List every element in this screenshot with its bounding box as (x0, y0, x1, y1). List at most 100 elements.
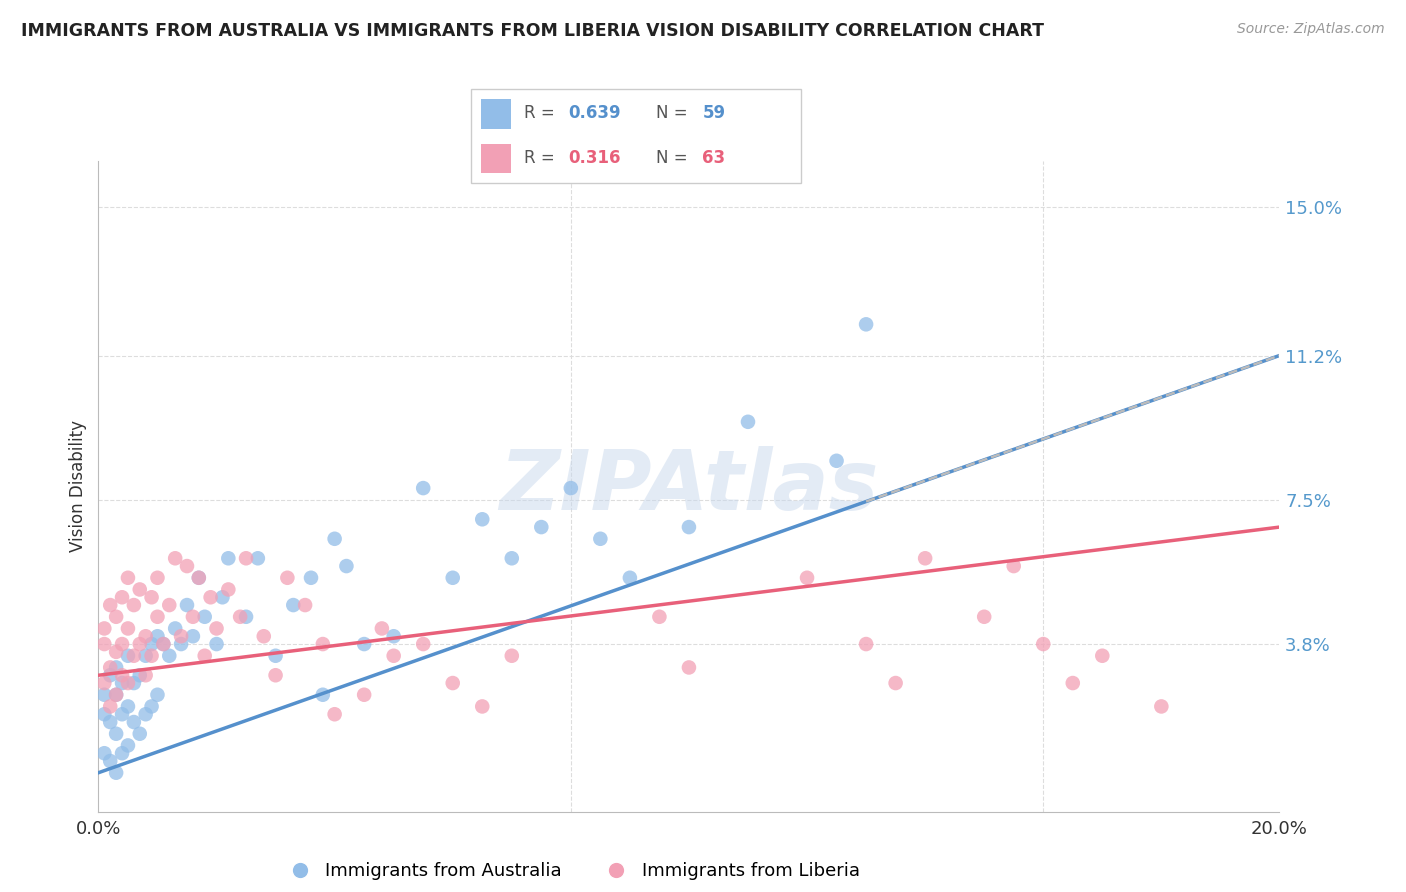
Point (157, 648, 180, 663)
Text: 63: 63 (703, 149, 725, 167)
Point (181, 629, 204, 643)
Point (678, 660, 700, 674)
Point (181, 609, 204, 624)
Point (276, 571, 298, 585)
Point (205, 622, 228, 636)
Point (117, 739, 139, 753)
Point (111, 591, 134, 605)
Text: N =: N = (657, 104, 693, 122)
Point (648, 609, 671, 624)
Point (128, 727, 150, 741)
Point (135, 629, 157, 643)
Point (796, 571, 818, 585)
Point (235, 551, 257, 566)
Point (382, 648, 405, 663)
FancyBboxPatch shape (481, 144, 510, 173)
Point (382, 629, 405, 643)
Point (501, 551, 523, 566)
Point (117, 676, 139, 690)
Point (205, 637, 228, 651)
Point (217, 551, 239, 566)
Point (98, 699, 121, 714)
Point (135, 648, 157, 663)
Point (187, 571, 209, 585)
Point (1150, 699, 1173, 714)
Point (299, 571, 322, 585)
Point (914, 551, 936, 566)
Text: R =: R = (524, 149, 560, 167)
Point (217, 582, 239, 597)
Point (441, 571, 464, 585)
Point (165, 622, 187, 636)
Point (111, 676, 134, 690)
Point (855, 318, 877, 332)
Point (135, 668, 157, 682)
Point (211, 591, 233, 605)
Point (122, 714, 145, 729)
Point (93, 622, 115, 636)
Point (93, 676, 115, 690)
Point (235, 609, 257, 624)
Y-axis label: Vision Disability: Vision Disability (69, 420, 87, 552)
Point (501, 648, 523, 663)
Point (253, 629, 276, 643)
Point (105, 727, 128, 741)
Point (122, 648, 145, 663)
Point (141, 648, 163, 663)
Point (200, 591, 222, 605)
Point (737, 415, 759, 429)
Point (619, 571, 641, 585)
Point (93, 637, 115, 651)
Point (412, 481, 434, 495)
Point (335, 559, 357, 574)
Point (165, 551, 187, 566)
Point (146, 688, 169, 702)
FancyBboxPatch shape (481, 98, 510, 128)
Point (246, 551, 269, 566)
Point (128, 582, 150, 597)
Point (98, 660, 121, 674)
Point (98, 598, 121, 612)
Point (194, 648, 217, 663)
Point (589, 532, 612, 546)
Text: ZIPAtlas: ZIPAtlas (499, 446, 879, 526)
Point (312, 637, 335, 651)
Point (157, 598, 180, 612)
Text: N =: N = (657, 149, 693, 167)
Point (146, 629, 169, 643)
Point (1091, 648, 1114, 663)
Point (105, 688, 128, 702)
Point (93, 688, 115, 702)
Point (1032, 637, 1054, 651)
Point (117, 622, 139, 636)
Point (111, 668, 134, 682)
Point (111, 637, 134, 651)
Legend: Immigrants from Australia, Immigrants from Liberia: Immigrants from Australia, Immigrants fr… (276, 855, 866, 888)
Text: 0.639: 0.639 (568, 104, 621, 122)
Point (678, 520, 700, 534)
Point (229, 609, 252, 624)
Point (412, 637, 434, 651)
Point (264, 668, 287, 682)
Point (264, 648, 287, 663)
Point (141, 699, 163, 714)
Point (122, 676, 145, 690)
Point (1062, 676, 1084, 690)
Point (98, 754, 121, 768)
Point (441, 676, 464, 690)
Point (170, 629, 193, 643)
Text: R =: R = (524, 104, 560, 122)
Point (312, 688, 335, 702)
Point (117, 699, 139, 714)
FancyBboxPatch shape (471, 89, 801, 183)
Text: 59: 59 (703, 104, 725, 122)
Point (187, 571, 209, 585)
Point (294, 598, 316, 612)
Point (353, 637, 375, 651)
Point (105, 645, 128, 659)
Point (170, 637, 193, 651)
Point (1002, 559, 1025, 574)
Text: IMMIGRANTS FROM AUSTRALIA VS IMMIGRANTS FROM LIBERIA VISION DISABILITY CORRELATI: IMMIGRANTS FROM AUSTRALIA VS IMMIGRANTS … (21, 22, 1045, 40)
Text: 0.316: 0.316 (568, 149, 621, 167)
Point (371, 622, 394, 636)
